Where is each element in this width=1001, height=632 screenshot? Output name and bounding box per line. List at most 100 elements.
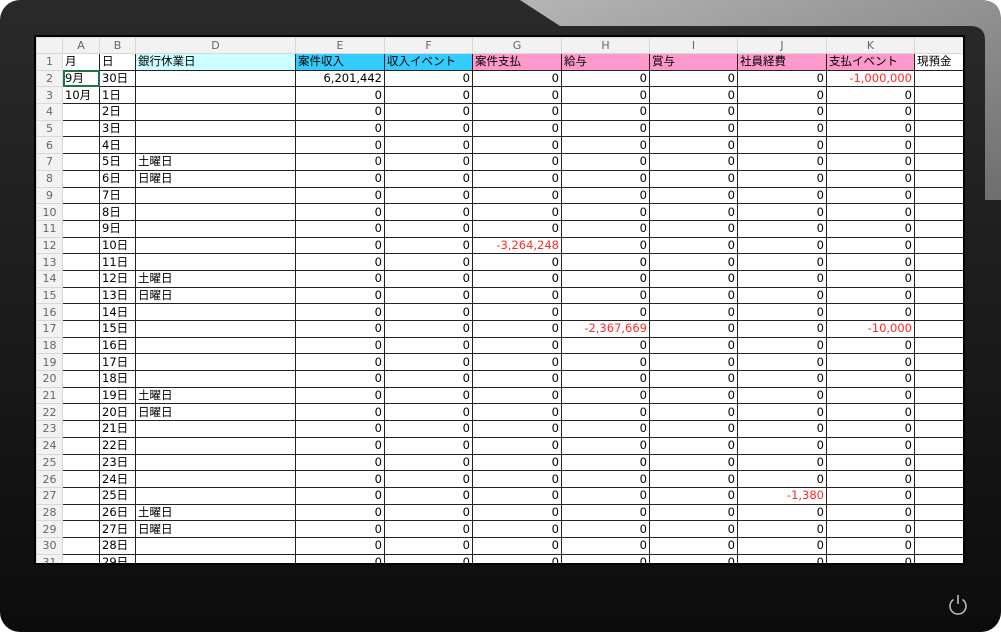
cell: 0 [384,470,473,488]
cell: 0 [384,353,473,372]
cell: 0 [472,386,562,405]
cell: 0 [826,470,915,488]
cell: 0 [826,386,915,405]
cell: 0 [649,236,738,255]
cell: 29日 [99,553,136,563]
empty-cell [62,103,100,121]
cell: 0 [472,436,562,455]
cell: 0 [472,136,562,155]
cell: 21日 [99,420,136,438]
cell: 0 [384,520,473,538]
cell: 0 [295,520,385,538]
column-letter: A [62,37,100,54]
column-letter: F [384,37,473,54]
row-number: 26 [36,470,63,488]
cell: 0 [826,553,915,563]
empty-cell [62,303,100,321]
row-number: 4 [36,103,63,121]
empty-cell [135,119,296,138]
cell: 23日 [99,453,136,472]
cell: 0 [649,86,738,105]
cell: 0 [472,153,562,171]
cell: 0 [737,153,827,171]
row-number: 18 [36,336,63,355]
sheet-row: 1614日000000013, [36,303,963,321]
cell: 8日 [99,203,136,221]
row-number: 30 [36,536,63,555]
bezel-glare [520,0,1001,200]
cell: 0 [649,69,738,88]
cell: 0 [561,219,650,238]
cell: 19日 [99,386,136,405]
cell: 11, [914,470,963,488]
cell: 0 [295,203,385,221]
cell: 0 [295,136,385,155]
cell: 0 [561,436,650,455]
empty-cell [135,470,296,488]
cell: 17, [914,136,963,155]
cell: 0 [384,69,473,88]
cell: 0 [384,320,473,338]
cell: 20日 [99,403,136,422]
column-letter: B [99,37,136,54]
cell: 0 [737,336,827,355]
row-number: 29 [36,520,63,538]
cell: 0 [384,219,473,238]
cell: 0 [472,286,562,305]
cell: 0 [561,236,650,255]
cell: 0 [295,420,385,438]
cell: 日曜日 [135,520,296,538]
row-number: 24 [36,436,63,455]
cell: 30日 [99,69,136,88]
empty-cell [62,436,100,455]
cell: 0 [737,219,827,238]
cell: 0 [295,353,385,372]
cell: 11, [914,453,963,472]
cell: 0 [295,386,385,405]
cell: 0 [472,203,562,221]
cell: 0 [826,253,915,271]
empty-cell [62,403,100,422]
empty-cell [62,219,100,238]
cell: 0 [384,503,473,522]
cell: 0 [295,370,385,388]
cell: 0 [561,153,650,171]
sheet-row: 3028日000000011, [36,536,963,555]
cell: 17, [914,219,963,238]
empty-cell [135,336,296,355]
cell: 13, [914,253,963,271]
sheet-row: 2220日日曜日000000011, [36,403,963,422]
row-number: 17 [36,320,63,338]
cell: 0 [472,536,562,555]
empty-cell [62,136,100,155]
cell: 日曜日 [135,169,296,188]
cell: 0 [826,186,915,205]
cell: 24日 [99,470,136,488]
cell: 0 [295,253,385,271]
cell: 0 [737,236,827,255]
cell: 0 [472,486,562,505]
sheet-row: 86日日曜日000000017, [36,169,963,188]
cell: 26日 [99,503,136,522]
sheet-row: 1513日日曜日000000013, [36,286,963,305]
header-cell: 社員経費 [737,53,827,71]
cell: 0 [737,119,827,138]
cell: 0 [384,203,473,221]
cell: 0 [561,186,650,205]
cell: 0 [737,453,827,472]
spreadsheet-grid: ABDEFGHIJKL1月日銀行休業日案件収入収入イベント案件支払給与賞与社員経… [36,37,963,563]
cell: 0 [826,370,915,388]
row-number: 16 [36,303,63,321]
power-button[interactable] [949,595,967,615]
cell: 0 [295,453,385,472]
cell: 0 [649,420,738,438]
cell: 10日 [99,236,136,255]
cell: 0 [472,253,562,271]
cell: 0 [649,286,738,305]
cell: 0 [561,169,650,188]
cell[interactable]: 9月 [62,69,100,88]
empty-cell [135,536,296,555]
cell: 11, [914,386,963,405]
cell: 0 [295,470,385,488]
